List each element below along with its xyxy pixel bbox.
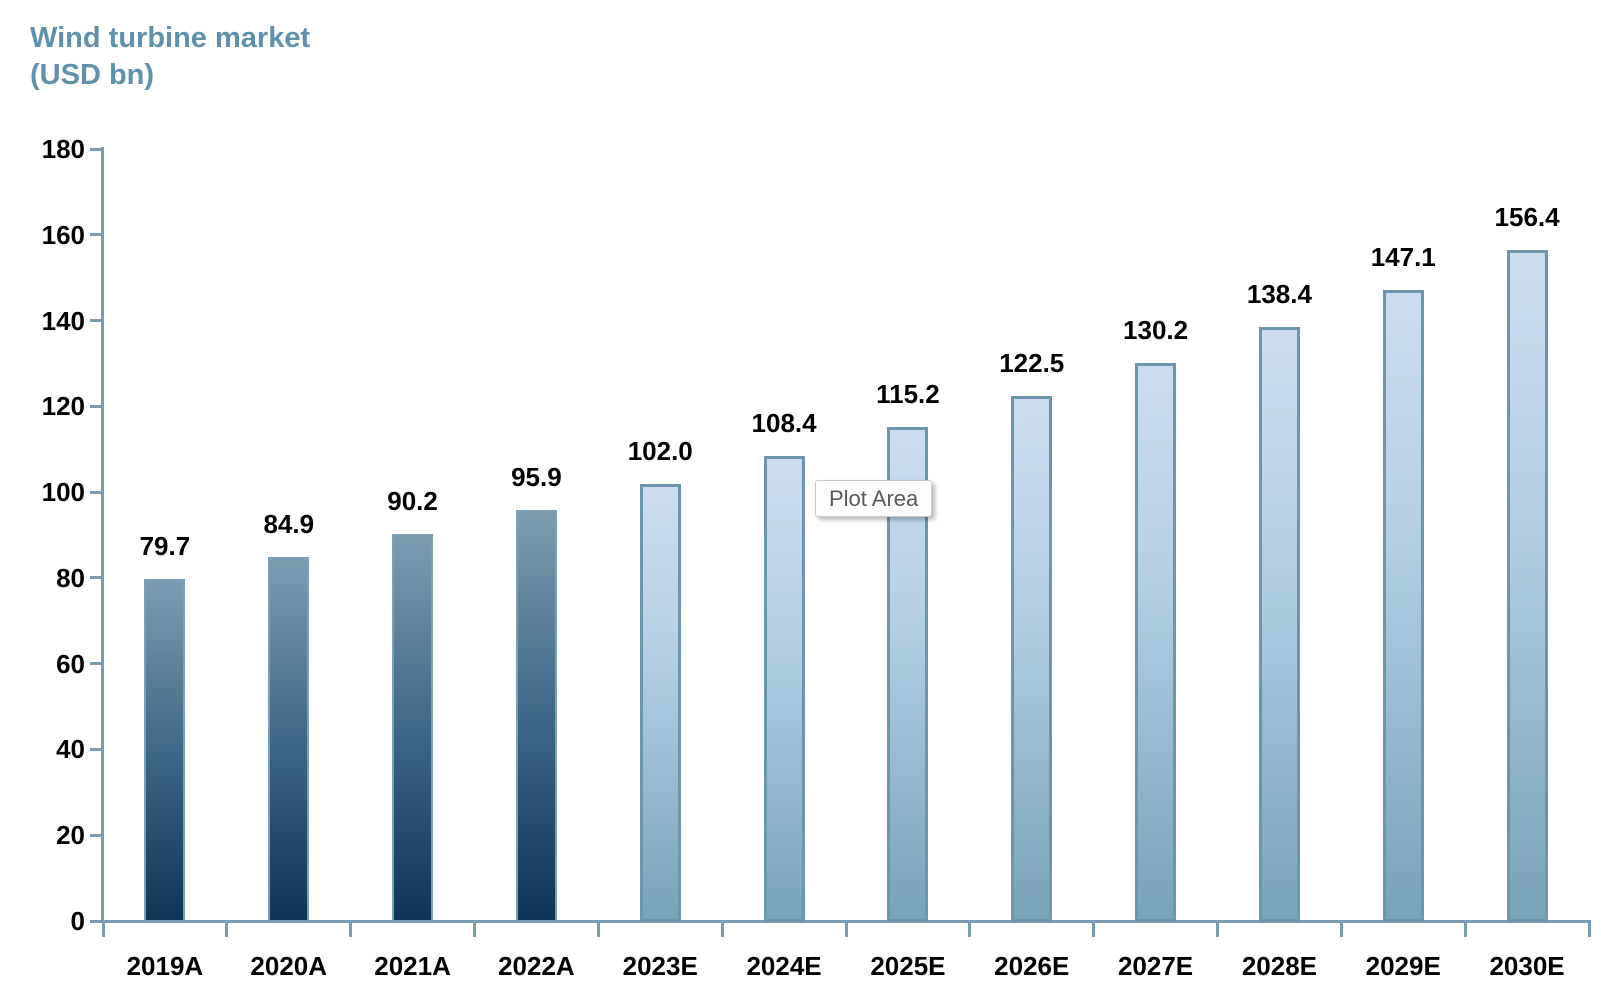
y-axis-tick [90,404,101,408]
bar-data-label[interactable]: 122.5 [999,347,1065,378]
y-axis-line[interactable] [101,147,104,923]
bar-data-label[interactable]: 115.2 [876,378,940,409]
y-axis-tick [90,319,101,323]
x-axis-tick [1587,922,1591,937]
y-axis-tick [90,833,101,837]
bar-estimated[interactable] [1506,250,1548,922]
bar-estimated[interactable] [1258,327,1300,922]
y-axis-tick-label[interactable]: 180 [41,134,85,164]
x-axis-tick [473,922,476,937]
bar-actual[interactable] [268,556,310,922]
x-axis-category-label[interactable]: 2027E [1117,951,1194,981]
y-axis-tick-label[interactable]: 20 [56,820,85,851]
y-axis-tick-label[interactable]: 80 [56,562,85,593]
bar-data-label[interactable]: 79.7 [139,531,191,562]
bar-data-label[interactable]: 156.4 [1494,202,1560,233]
y-axis-tick [90,662,101,666]
y-axis-tick [90,147,101,151]
x-axis-category-label[interactable]: 2029E [1365,951,1441,981]
y-axis-tick-label[interactable]: 160 [41,219,85,250]
bar-data-label[interactable]: 95.9 [511,461,562,492]
y-axis-tick-label[interactable]: 120 [41,391,85,422]
bar-estimated[interactable] [1382,290,1424,922]
x-axis-tick [1216,922,1219,937]
chart-title-line1: Wind turbine market [30,22,311,54]
x-axis-category-label[interactable]: 2024E [746,951,822,981]
x-axis-tick [349,922,353,937]
y-axis-tick [90,233,101,237]
x-axis-category-label[interactable]: 2022A [498,951,575,981]
x-axis-category-label[interactable]: 2021A [374,951,451,981]
y-axis-tick-label[interactable]: 140 [41,305,85,336]
y-axis-tick [90,490,101,494]
y-axis-tick-label[interactable]: 100 [41,477,85,508]
chart-title-line2: (USD bn) [30,59,155,91]
bar-actual[interactable] [515,509,557,922]
x-axis-line[interactable] [101,920,1591,923]
y-axis-tick [90,576,101,580]
x-axis-category-label[interactable]: 2025E [870,951,946,981]
bar-data-label[interactable]: 138.4 [1246,279,1312,310]
bar-data-label[interactable]: 108.4 [751,408,817,439]
bar-estimated[interactable] [639,483,681,922]
y-axis-tick-label[interactable]: 60 [56,648,85,679]
y-axis-tick-label[interactable]: 0 [70,906,85,936]
bar-data-label[interactable]: 90.2 [387,486,438,517]
x-axis-category-label[interactable]: 2030E [1489,951,1565,981]
x-axis-tick [101,922,105,937]
plot-area-tooltip: Plot Area [815,480,933,517]
x-axis-tick [1463,922,1467,937]
x-axis-tick [1092,922,1096,937]
y-axis-tick [90,919,101,923]
x-axis-tick [844,922,848,937]
bar-estimated[interactable] [1135,362,1177,922]
x-axis-category-label[interactable]: 2026E [994,951,1070,981]
x-axis-category-label[interactable]: 2020A [250,951,328,981]
x-axis-tick [720,922,724,937]
y-axis-tick [90,747,101,751]
bar-estimated[interactable] [1011,395,1053,922]
bar-data-label[interactable]: 102.0 [627,435,693,466]
bar-data-label[interactable]: 84.9 [263,508,315,539]
bar-actual[interactable] [392,534,434,922]
x-axis-tick [596,922,600,937]
x-axis-tick [225,922,229,937]
bar-data-label[interactable]: 147.1 [1370,242,1436,273]
bar-estimated[interactable] [763,456,805,922]
x-axis-tick [1339,922,1343,937]
x-axis-category-label[interactable]: 2019A [126,951,204,981]
plot-area-tooltip-label: Plot Area [829,486,919,511]
bar-actual[interactable] [144,579,186,922]
x-axis-tick [968,922,972,937]
y-axis-tick-label[interactable]: 40 [56,734,85,765]
x-axis-category-label[interactable]: 2028E [1241,951,1317,981]
chart-title[interactable]: Wind turbine market (USD bn) [30,20,310,94]
x-axis-category-label[interactable]: 2023E [622,951,698,981]
bar-data-label[interactable]: 130.2 [1123,314,1189,345]
